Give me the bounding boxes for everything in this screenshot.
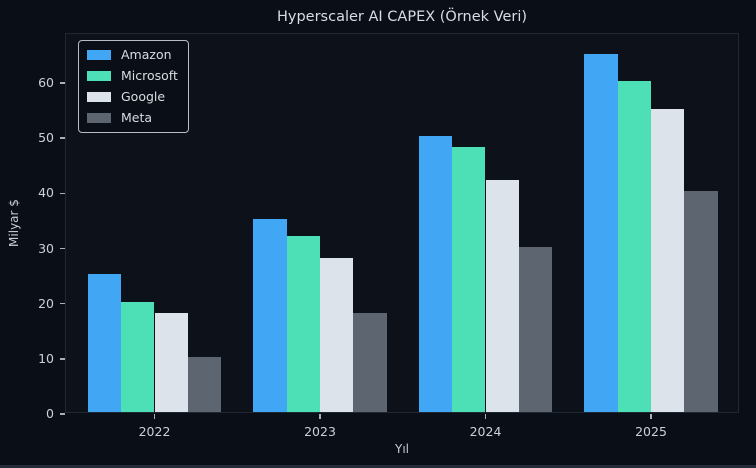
bar-microsoft-2024: [452, 147, 486, 412]
y-tick-mark: [59, 413, 65, 415]
bar-meta-2025: [684, 191, 718, 412]
y-tick-label: 10: [38, 350, 54, 366]
legend-item: Amazon: [87, 47, 178, 63]
legend-swatch-meta: [87, 113, 111, 123]
y-tick-label: 40: [38, 185, 54, 201]
legend-label-meta: Meta: [121, 109, 153, 125]
bar-amazon-2023: [253, 218, 287, 412]
x-tick-mark: [153, 414, 156, 419]
legend-swatch-amazon: [87, 50, 111, 60]
bars-layer: [66, 34, 738, 412]
y-tick-mark: [59, 192, 65, 195]
x-axis-label: Yıl: [395, 442, 409, 456]
bar-meta-2022: [187, 356, 222, 412]
y-tick-label: 30: [38, 240, 54, 256]
bar-meta-2023: [353, 312, 387, 412]
legend-label-amazon: Amazon: [121, 46, 172, 62]
plot-area: Milyar $ Yıl Amazon Microsoft Google Met…: [7, 33, 739, 456]
y-tick-mark: [59, 247, 65, 250]
legend-label-microsoft: Microsoft: [121, 67, 178, 83]
legend-label-google: Google: [121, 88, 166, 104]
bar-google-2024: [485, 180, 519, 412]
bar-google-2023: [320, 257, 354, 412]
bar-google-2022: [154, 312, 188, 412]
bar-microsoft-2023: [286, 235, 320, 412]
bar-amazon-2022: [87, 274, 122, 412]
y-tick-mark: [59, 358, 65, 360]
chart-title: Hyperscaler AI CAPEX (Örnek Veri): [276, 9, 528, 25]
bar-google-2025: [651, 108, 685, 412]
legend-item: Google: [87, 89, 178, 105]
x-tick-mark: [319, 414, 321, 419]
x-tick-label: 2023: [304, 424, 336, 439]
x-tick-label: 2024: [469, 424, 502, 439]
bar-microsoft-2022: [121, 301, 155, 412]
bar-meta-2024: [518, 246, 553, 412]
legend-item: Meta: [87, 110, 178, 126]
bar-microsoft-2025: [617, 81, 651, 412]
legend: Amazon Microsoft Google Meta: [78, 40, 189, 133]
bar-amazon-2025: [584, 53, 618, 412]
y-tick-label: 60: [38, 75, 54, 91]
x-tick-mark: [650, 414, 652, 419]
y-tick-mark: [59, 302, 65, 305]
y-tick-mark: [59, 82, 65, 84]
y-tick-label: 20: [38, 295, 54, 311]
legend-swatch-google: [87, 92, 111, 102]
legend-swatch-microsoft: [87, 71, 111, 81]
bottom-window-edge: [0, 465, 756, 468]
y-tick-label: 0: [46, 406, 54, 421]
x-tick-mark: [484, 414, 487, 419]
x-tick-label: 2022: [138, 424, 171, 439]
y-tick-label: 50: [38, 130, 54, 146]
legend-item: Microsoft: [87, 68, 178, 84]
bar-amazon-2024: [418, 136, 453, 412]
x-tick-label: 2025: [635, 424, 667, 439]
y-tick-mark: [59, 137, 65, 139]
